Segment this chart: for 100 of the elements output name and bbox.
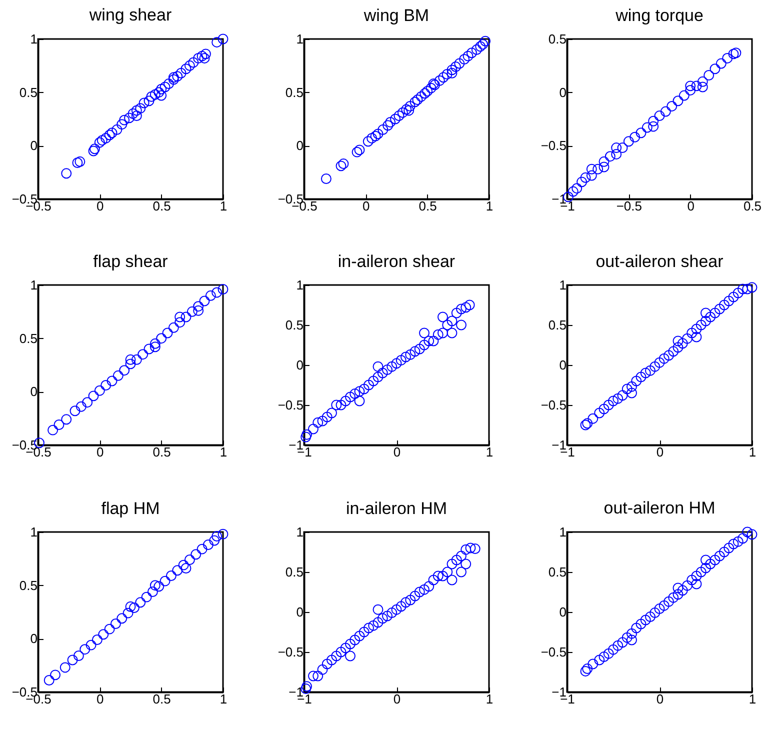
point [378, 124, 388, 135]
point [336, 646, 346, 658]
point [732, 536, 744, 547]
point [350, 634, 360, 646]
point [88, 390, 99, 402]
point [648, 116, 659, 126]
point [312, 417, 324, 428]
point [202, 540, 214, 550]
point [138, 98, 150, 108]
point [212, 287, 222, 298]
point [205, 290, 216, 301]
point [396, 601, 406, 612]
point [405, 349, 416, 360]
point [156, 333, 167, 344]
point [122, 608, 134, 618]
point [459, 54, 470, 64]
point [451, 554, 462, 566]
point [700, 316, 711, 326]
x-tick-label: 0.5 [152, 198, 171, 214]
point [588, 413, 598, 424]
point [386, 608, 398, 618]
point [648, 121, 659, 132]
y-tick-label: 0.5 [285, 84, 304, 100]
point [636, 372, 646, 382]
chart-title: out-aileron HM [604, 498, 716, 518]
point [622, 384, 632, 394]
point [710, 554, 720, 566]
point [61, 168, 72, 179]
point [611, 142, 622, 154]
y-tick-label: 1 [296, 524, 304, 540]
point [92, 634, 102, 645]
point [60, 662, 70, 673]
y-tick-label: 0 [296, 604, 304, 620]
point [300, 432, 312, 442]
x-tick-label: 0 [362, 198, 370, 214]
point [317, 664, 328, 675]
point [176, 68, 186, 78]
point [697, 82, 708, 92]
point [465, 542, 476, 554]
point [147, 586, 158, 597]
point [112, 124, 122, 135]
point [186, 306, 198, 317]
point [386, 361, 398, 372]
point [131, 105, 142, 116]
point [172, 565, 183, 576]
x-tick-label: 0.5 [743, 198, 762, 214]
point [184, 554, 195, 565]
point [163, 78, 174, 90]
x-tick-label: 0.5 [152, 692, 171, 706]
point [664, 596, 674, 607]
point [700, 308, 711, 318]
point [462, 50, 474, 62]
y-tick-label: 0 [559, 358, 566, 372]
point [196, 50, 208, 62]
chart-title: wing BM [362, 6, 430, 25]
point [626, 381, 637, 392]
point [691, 332, 702, 342]
x-tick-label: −0.5 [616, 198, 642, 214]
point [166, 570, 176, 581]
point [636, 128, 646, 138]
point [456, 304, 466, 314]
point [664, 350, 674, 361]
point [672, 342, 684, 353]
x-tick-label: 0 [656, 692, 664, 706]
point [630, 132, 640, 142]
point [603, 648, 614, 659]
point [391, 604, 402, 615]
chart-title: wing shear [88, 5, 172, 24]
point [397, 107, 408, 118]
point [106, 376, 118, 386]
y-tick-label: 0 [296, 358, 304, 372]
point [719, 300, 730, 310]
point [700, 562, 711, 574]
point [617, 142, 628, 154]
point [368, 376, 379, 386]
x-tick-label: 0.5 [152, 444, 171, 460]
point [410, 590, 420, 602]
point [184, 60, 195, 71]
point [432, 570, 444, 582]
point [354, 396, 365, 406]
point [576, 176, 588, 188]
point [471, 44, 482, 55]
point [697, 76, 708, 87]
y-tick-label: 0.5 [19, 578, 38, 593]
y-tick-label: 0.5 [19, 330, 38, 346]
point [98, 629, 109, 640]
point [420, 88, 430, 99]
point [645, 612, 656, 622]
point [658, 353, 670, 364]
point [128, 602, 140, 613]
point [456, 550, 466, 562]
point [714, 304, 725, 314]
x-tick-label: 1 [486, 444, 494, 460]
y-tick-label: 1 [296, 32, 304, 46]
point [70, 406, 80, 416]
point [322, 412, 332, 422]
point [82, 397, 93, 408]
point [691, 80, 702, 92]
point [724, 542, 734, 554]
point [434, 75, 445, 86]
